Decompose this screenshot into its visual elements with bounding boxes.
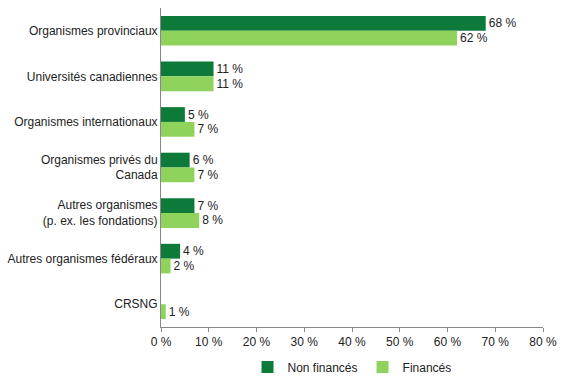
svg-text:68 %: 68 % — [489, 16, 517, 30]
svg-text:10 %: 10 % — [195, 335, 223, 349]
svg-text:5 %: 5 % — [188, 108, 209, 122]
svg-text:70 %: 70 % — [482, 335, 510, 349]
svg-text:Autres organismes(p. ex. les f: Autres organismes(p. ex. les fondations) — [43, 198, 158, 228]
svg-text:Universités canadiennes: Universités canadiennes — [27, 70, 158, 84]
svg-text:2 %: 2 % — [174, 259, 195, 273]
svg-text:11 %: 11 % — [217, 77, 244, 91]
svg-text:20 %: 20 % — [243, 335, 271, 349]
svg-text:Organismes privés duCanada: Organismes privés duCanada — [41, 153, 158, 183]
svg-text:Organismes provinciaux: Organismes provinciaux — [29, 24, 158, 38]
svg-text:50 %: 50 % — [386, 335, 414, 349]
svg-text:Non financés: Non financés — [288, 361, 358, 375]
svg-text:1 %: 1 % — [169, 305, 190, 319]
svg-text:CRSNG: CRSNG — [114, 297, 157, 311]
svg-text:6 %: 6 % — [193, 153, 214, 167]
svg-text:11 %: 11 % — [217, 62, 244, 76]
svg-text:40 %: 40 % — [338, 335, 366, 349]
svg-text:8 %: 8 % — [202, 213, 223, 227]
svg-text:62 %: 62 % — [460, 31, 488, 45]
svg-text:7 %: 7 % — [197, 168, 218, 182]
svg-text:30 %: 30 % — [291, 335, 319, 349]
svg-text:7 %: 7 % — [197, 122, 218, 136]
svg-text:80 %: 80 % — [529, 335, 557, 349]
svg-text:4 %: 4 % — [183, 244, 204, 258]
svg-text:Autres organismes fédéraux: Autres organismes fédéraux — [8, 252, 158, 266]
svg-text:Financés: Financés — [403, 361, 452, 375]
svg-text:60 %: 60 % — [434, 335, 462, 349]
svg-text:7 %: 7 % — [197, 199, 218, 213]
svg-text:0 %: 0 % — [151, 335, 172, 349]
svg-text:Organismes internationaux: Organismes internationaux — [14, 115, 157, 129]
